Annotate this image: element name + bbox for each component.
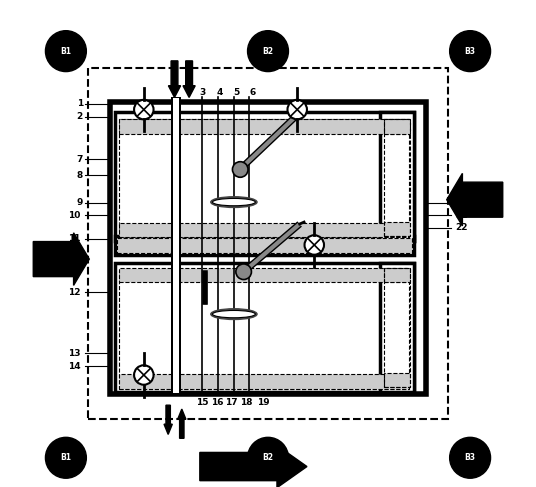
Circle shape xyxy=(248,437,288,478)
Bar xyxy=(384,268,410,387)
Bar xyxy=(380,263,414,392)
Circle shape xyxy=(450,437,490,478)
Text: 7: 7 xyxy=(77,155,83,164)
Text: 4: 4 xyxy=(216,89,222,97)
Text: 10: 10 xyxy=(68,211,80,220)
Bar xyxy=(120,374,409,389)
Text: 11: 11 xyxy=(68,234,80,243)
Bar xyxy=(115,112,414,241)
Bar xyxy=(173,98,179,393)
Bar xyxy=(384,268,410,282)
Bar xyxy=(120,223,409,237)
Text: B3: B3 xyxy=(465,453,475,462)
Bar xyxy=(120,268,409,282)
Bar xyxy=(110,102,426,394)
Text: 21: 21 xyxy=(456,211,468,220)
Text: B1: B1 xyxy=(61,47,71,56)
FancyArrow shape xyxy=(164,405,172,434)
Circle shape xyxy=(287,100,307,119)
Text: 14: 14 xyxy=(68,362,80,371)
FancyArrow shape xyxy=(446,173,503,226)
Bar xyxy=(170,97,181,394)
Bar xyxy=(120,119,409,237)
Text: 16: 16 xyxy=(211,398,223,407)
Text: 17: 17 xyxy=(225,398,238,407)
FancyArrow shape xyxy=(200,445,307,487)
FancyArrow shape xyxy=(33,233,90,285)
FancyArrow shape xyxy=(168,61,181,97)
Circle shape xyxy=(134,100,153,119)
Circle shape xyxy=(46,437,86,478)
FancyArrow shape xyxy=(177,409,186,438)
Text: 20: 20 xyxy=(456,198,468,207)
Text: B3: B3 xyxy=(465,47,475,56)
Bar xyxy=(384,222,410,236)
Circle shape xyxy=(450,31,490,72)
FancyArrow shape xyxy=(183,61,195,97)
Ellipse shape xyxy=(211,309,257,319)
Text: 13: 13 xyxy=(68,349,80,357)
Text: 9: 9 xyxy=(77,198,83,207)
Bar xyxy=(384,119,410,134)
Bar xyxy=(117,238,412,253)
Text: 8: 8 xyxy=(77,171,83,180)
Bar xyxy=(384,373,410,387)
Circle shape xyxy=(134,365,153,385)
Text: 12: 12 xyxy=(68,288,80,297)
Circle shape xyxy=(248,31,288,72)
Text: 1: 1 xyxy=(77,99,83,108)
Bar xyxy=(120,271,409,389)
Ellipse shape xyxy=(212,311,255,318)
Text: 3: 3 xyxy=(199,89,205,97)
Text: B2: B2 xyxy=(263,47,273,56)
Bar xyxy=(380,112,414,241)
Bar xyxy=(115,236,414,255)
Circle shape xyxy=(233,162,248,177)
Circle shape xyxy=(46,31,86,72)
Text: 18: 18 xyxy=(240,398,252,407)
Bar xyxy=(115,263,414,392)
Ellipse shape xyxy=(211,197,257,207)
Text: 19: 19 xyxy=(257,398,270,407)
Circle shape xyxy=(304,235,324,255)
Bar xyxy=(120,119,409,134)
Text: 2: 2 xyxy=(77,112,83,121)
Bar xyxy=(384,119,410,236)
Text: 15: 15 xyxy=(196,398,209,407)
Text: B1: B1 xyxy=(61,453,71,462)
Text: 22: 22 xyxy=(456,224,468,232)
Text: 5: 5 xyxy=(233,89,240,97)
Circle shape xyxy=(236,264,251,280)
Ellipse shape xyxy=(212,199,255,206)
Bar xyxy=(88,68,448,419)
Text: B2: B2 xyxy=(263,453,273,462)
Text: 6: 6 xyxy=(249,89,256,97)
